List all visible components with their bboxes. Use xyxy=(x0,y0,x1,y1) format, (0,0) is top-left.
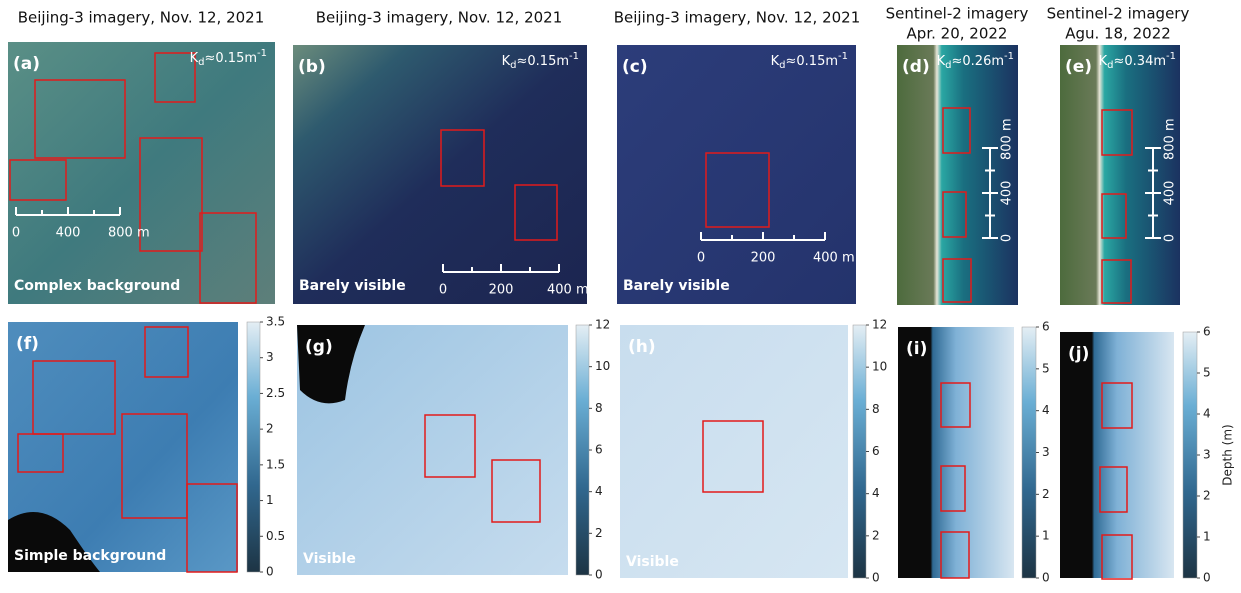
colorbar-tick-label: 2 xyxy=(266,422,274,436)
panel-label: (c) xyxy=(622,57,648,77)
scale-label: 400 xyxy=(56,226,81,241)
kd-superscript: -1 xyxy=(1166,51,1176,62)
colorbar-tick-label: 10 xyxy=(595,359,610,373)
colorbar-tick-label: 0 xyxy=(1203,571,1211,585)
kd-superscript: -1 xyxy=(838,51,848,62)
colorbar-tick-label: 6 xyxy=(1203,325,1211,339)
panel-label: (i) xyxy=(906,339,927,359)
colorbar xyxy=(247,322,260,572)
colorbar xyxy=(1022,327,1036,578)
colorbar-tick-label: 2 xyxy=(1203,489,1211,503)
colorbar-tick-label: 3 xyxy=(1203,448,1211,462)
colorbar-tick-label: 4 xyxy=(872,486,880,500)
colorbar-tick-label: 8 xyxy=(872,402,880,416)
colorbar xyxy=(576,325,589,575)
figure: Beijing-3 imagery, Nov. 12, 2021 Beijing-… xyxy=(0,0,1241,589)
panel-label: (j) xyxy=(1068,344,1089,364)
colorbar-tick-label: 1 xyxy=(1042,529,1050,543)
scale-label: 0 xyxy=(1163,234,1178,242)
scale-label: 400 m xyxy=(547,283,589,298)
panel-label: (b) xyxy=(298,57,326,77)
kd-value: ≈0.34m xyxy=(1114,54,1167,69)
panel-caption: Visible xyxy=(303,551,356,567)
depth-map xyxy=(620,325,848,578)
scale-label: 400 xyxy=(1163,181,1178,206)
satellite-image xyxy=(1060,45,1180,305)
scale-label: 200 xyxy=(751,251,776,266)
colorbar xyxy=(1183,332,1197,578)
colorbar-tick-label: 1 xyxy=(1203,530,1211,544)
panel-caption: Barely visible xyxy=(623,278,730,294)
panel-caption: Barely visible xyxy=(299,278,406,294)
kd-superscript: -1 xyxy=(569,51,579,62)
depth-map xyxy=(1060,332,1174,578)
colorbar-tick-label: 2 xyxy=(872,528,880,542)
satellite-image xyxy=(8,42,275,304)
colorbar-tick-label: 8 xyxy=(595,401,603,415)
colorbar-tick-label: 4 xyxy=(1203,407,1211,421)
colorbar-tick-label: 4 xyxy=(595,484,603,498)
colorbar-tick-label: 3.5 xyxy=(266,315,285,329)
colorbar-tick-label: 12 xyxy=(595,318,610,332)
colorbar-tick-label: 2 xyxy=(1042,487,1050,501)
scale-label: 400 xyxy=(1000,181,1015,206)
kd-value: ≈0.15m xyxy=(205,51,258,66)
colorbar-tick-label: 6 xyxy=(1042,320,1050,334)
panel-label: (f) xyxy=(16,334,39,354)
colorbar-tick-label: 1 xyxy=(266,493,274,507)
column-header: Beijing-3 imagery, Nov. 12, 2021 xyxy=(614,9,861,27)
scale-label: 800 m xyxy=(1000,118,1015,160)
colorbar-tick-label: 12 xyxy=(872,318,887,332)
satellite-image xyxy=(897,45,1018,305)
colorbar-tick-label: 0 xyxy=(872,571,880,585)
kd-superscript: -1 xyxy=(1004,51,1014,62)
colorbar-tick-label: 2.5 xyxy=(266,386,285,400)
scale-label: 0 xyxy=(1000,234,1015,242)
kd-value: ≈0.26m xyxy=(952,54,1005,69)
scale-label: 800 m xyxy=(108,226,150,241)
panel-label: (e) xyxy=(1065,57,1092,77)
colorbar-tick-label: 5 xyxy=(1203,366,1211,380)
satellite-image xyxy=(293,45,587,304)
colorbar-title: Depth (m) xyxy=(1221,424,1235,485)
panel-label: (d) xyxy=(902,57,930,77)
kd-superscript: -1 xyxy=(257,48,267,59)
colorbar-tick-label: 1.5 xyxy=(266,457,285,471)
scale-label: 200 xyxy=(489,283,514,298)
colorbar-tick-label: 2 xyxy=(595,526,603,540)
panel-caption: Visible xyxy=(626,554,679,570)
colorbar-tick-label: 10 xyxy=(872,360,887,374)
column-header: Sentinel-2 imagery xyxy=(1047,5,1190,23)
colorbar-tick-label: 0.5 xyxy=(266,529,285,543)
panel-label: (h) xyxy=(628,337,656,357)
colorbar xyxy=(853,325,866,578)
column-header: Beijing-3 imagery, Nov. 12, 2021 xyxy=(316,9,563,27)
panel-label: (g) xyxy=(305,337,333,357)
colorbar-tick-label: 6 xyxy=(595,443,603,457)
colorbar-tick-label: 0 xyxy=(266,565,274,579)
colorbar-tick-label: 3 xyxy=(266,350,274,364)
column-header: Beijing-3 imagery, Nov. 12, 2021 xyxy=(18,9,265,27)
scale-label: 0 xyxy=(697,251,705,266)
column-header: Agu. 18, 2022 xyxy=(1065,25,1171,43)
column-header: Apr. 20, 2022 xyxy=(907,25,1008,43)
colorbar-tick-label: 0 xyxy=(1042,571,1050,585)
colorbar-tick-label: 6 xyxy=(872,444,880,458)
kd-value: ≈0.15m xyxy=(786,54,839,69)
colorbar-tick-label: 5 xyxy=(1042,361,1050,375)
scale-label: 400 m xyxy=(813,251,855,266)
panel-caption: Simple background xyxy=(14,548,166,564)
colorbar-tick-label: 3 xyxy=(1042,445,1050,459)
colorbar-tick-label: 0 xyxy=(595,568,603,582)
colorbar-tick-label: 4 xyxy=(1042,403,1050,417)
scale-label: 800 m xyxy=(1163,118,1178,160)
kd-value: ≈0.15m xyxy=(517,54,570,69)
column-header: Sentinel-2 imagery xyxy=(886,5,1029,23)
panel-label: (a) xyxy=(13,54,40,74)
depth-map xyxy=(898,327,1014,578)
scale-label: 0 xyxy=(439,283,447,298)
panel-caption: Complex background xyxy=(14,278,180,294)
scale-label: 0 xyxy=(12,226,20,241)
